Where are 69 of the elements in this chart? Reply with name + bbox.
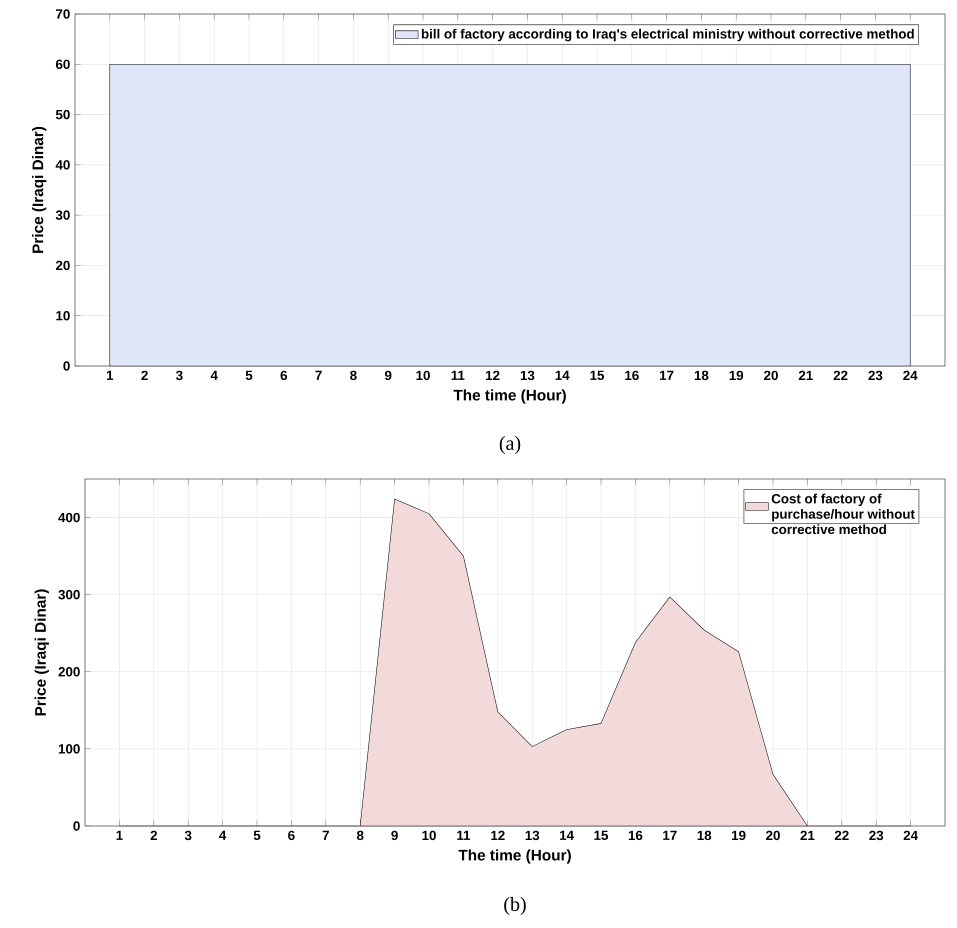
x-tick-label: 18 <box>694 370 708 380</box>
y-tick-label: 30 <box>56 210 70 220</box>
x-tick-label: 3 <box>176 370 183 380</box>
x-tick-label: 14 <box>560 830 574 840</box>
x-tick-label: 19 <box>732 830 746 840</box>
x-tick-label: 22 <box>834 370 848 380</box>
x-tick-label: 5 <box>246 370 252 380</box>
x-tick-label: 6 <box>288 830 295 840</box>
x-tick-label: 23 <box>868 370 882 380</box>
x-tick-label: 1 <box>116 830 123 840</box>
x-tick-label: 8 <box>350 370 357 380</box>
y-tick-label: 20 <box>56 260 70 270</box>
x-tick-label: 7 <box>315 370 322 380</box>
x-tick-label: 22 <box>834 830 849 840</box>
y-tick-label: 50 <box>56 110 70 120</box>
y-tick-label: 70 <box>56 9 70 19</box>
x-tick-label: 15 <box>594 830 608 840</box>
x-tick-label: 15 <box>590 370 604 380</box>
x-tick-label: 14 <box>556 370 570 380</box>
y-tick-label: 60 <box>56 60 70 69</box>
x-tick-label: 1 <box>106 370 114 380</box>
x-tick-label: 13 <box>520 370 534 380</box>
legend-label: bill of factory according to Iraq's electrical ministry without corrective method <box>422 28 914 42</box>
x-tick-label: 11 <box>457 830 470 840</box>
x-tick-label: 24 <box>903 370 918 380</box>
x-tick-label: 19 <box>730 370 744 380</box>
x-tick-label: 21 <box>798 370 813 380</box>
x-tick-label: 10 <box>422 830 436 840</box>
x-axis-title: The time (Hour) <box>458 849 571 864</box>
y-tick-label: 40 <box>56 160 70 170</box>
x-tick-label: 4 <box>210 370 218 380</box>
x-tick-label: 13 <box>526 830 540 840</box>
x-tick-label: 16 <box>628 830 642 840</box>
y-axis-title: Price (Iraqi Dinar) <box>32 126 46 253</box>
x-tick-label: 2 <box>150 830 157 840</box>
x-tick-label: 17 <box>660 370 674 380</box>
x-tick-label: 8 <box>356 830 364 840</box>
x-tick-label: 4 <box>219 830 226 840</box>
y-axis-title: Price (Iraqi Dinar) <box>34 589 49 716</box>
x-tick-label: 9 <box>391 830 398 840</box>
x-tick-label: 21 <box>800 830 814 840</box>
x-tick-label: 12 <box>486 370 500 380</box>
x-tick-label: 6 <box>280 370 288 380</box>
y-tick-label: 300 <box>58 590 80 600</box>
y-tick-label: 10 <box>56 310 70 320</box>
x-tick-label: 20 <box>766 830 780 840</box>
x-tick-label: 16 <box>625 370 639 380</box>
y-tick-label: 400 <box>58 512 80 522</box>
x-tick-label: 12 <box>491 830 505 840</box>
y-tick-label: 100 <box>58 744 80 754</box>
y-tick-label: 200 <box>58 667 80 676</box>
x-tick-label: 5 <box>254 830 260 840</box>
y-tick-label: 0 <box>73 821 80 831</box>
x-tick-label: 18 <box>698 830 712 840</box>
x-axis-title: The time (Hour) <box>454 389 566 404</box>
legend-label: Cost of factory of purchase/hour without corrective method <box>772 494 915 534</box>
x-tick-label: 7 <box>322 830 329 840</box>
y-tick-label: 0 <box>63 361 70 371</box>
text: (a) <box>500 436 520 454</box>
x-tick-label: 10 <box>416 370 430 380</box>
x-tick-label: 24 <box>904 830 918 840</box>
x-tick-label: 23 <box>869 830 884 840</box>
x-tick-label: 20 <box>764 370 778 380</box>
x-tick-label: 17 <box>663 830 677 840</box>
text: (b) <box>504 896 526 916</box>
x-tick-label: 11 <box>452 370 464 380</box>
x-tick-label: 3 <box>184 830 192 840</box>
x-tick-label: 9 <box>384 370 392 380</box>
x-tick-label: 2 <box>141 370 148 380</box>
